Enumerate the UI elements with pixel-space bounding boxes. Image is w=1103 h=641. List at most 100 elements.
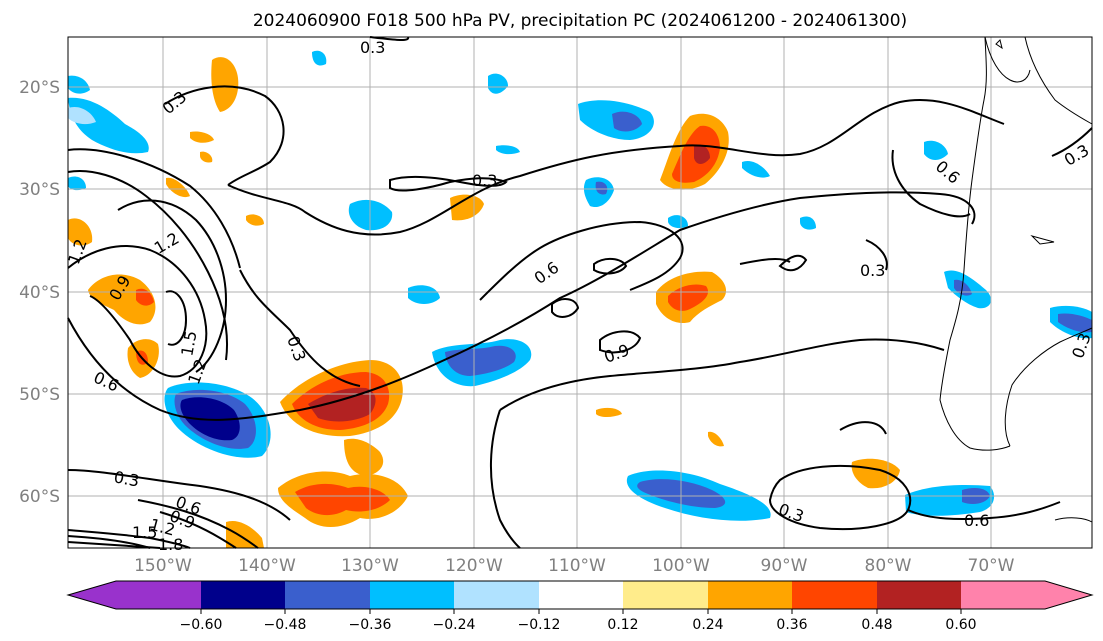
precipitation-shading bbox=[68, 50, 1092, 548]
precip-positive-patch bbox=[166, 177, 190, 198]
precip-positive-patch bbox=[596, 407, 622, 417]
precip-positive-patch bbox=[211, 57, 239, 112]
pv-contour-1.2 bbox=[67, 170, 229, 361]
lat-label: 60°S bbox=[19, 487, 60, 507]
pv-contour-0.6 bbox=[489, 409, 521, 549]
pv-contour-0.3 bbox=[768, 464, 912, 531]
map-panel: 0.3 0.3 0.3 0.3 0.3 0.3 0.3 0.3 0.3 0.6 … bbox=[64, 36, 1095, 554]
colorbar-tick-label: −0.12 bbox=[518, 617, 561, 633]
colorbar-segment bbox=[961, 581, 1045, 609]
pv-contours bbox=[67, 36, 1093, 549]
pv-contour-0.6 bbox=[891, 149, 971, 218]
precip-positive-patch bbox=[190, 131, 214, 143]
colorbar-tick-label: 0.12 bbox=[607, 617, 638, 633]
pv-contour-0.9 bbox=[67, 245, 208, 378]
lat-label: 50°S bbox=[19, 385, 60, 405]
pv-contour-0.6 bbox=[479, 220, 684, 301]
colorbar-segment bbox=[877, 581, 961, 609]
colorbar-segment-high-extension bbox=[1045, 581, 1092, 609]
precip-positive-patch bbox=[226, 520, 264, 548]
precip-negative-patch bbox=[595, 181, 608, 195]
pv-contour-0.3 bbox=[1051, 127, 1093, 157]
colorbar-ticks bbox=[200, 609, 962, 614]
pv-contour-0.9 bbox=[159, 511, 237, 549]
colorbar-tick-label: −0.24 bbox=[433, 617, 476, 633]
colorbar-segment bbox=[116, 581, 201, 609]
contour-label: 1.8 bbox=[158, 535, 183, 554]
precip-negative-patch bbox=[668, 215, 688, 229]
contour-label: 0.3 bbox=[360, 38, 385, 57]
lon-label: 100°W bbox=[652, 556, 710, 576]
colorbar-tick-label: −0.48 bbox=[264, 617, 307, 633]
lon-label: 70°W bbox=[968, 556, 1015, 576]
pv-contour-0.6 bbox=[67, 191, 976, 421]
colorbar-segment-low-extension bbox=[68, 581, 116, 609]
lon-label: 140°W bbox=[238, 556, 296, 576]
contour-label: 0.6 bbox=[964, 511, 989, 530]
precip-negative-patch bbox=[348, 199, 393, 231]
pv-contour-0.6 bbox=[778, 254, 808, 272]
precip-positive-patch bbox=[200, 151, 213, 163]
pv-contour-0.3 bbox=[239, 269, 361, 387]
lon-label: 80°W bbox=[865, 556, 912, 576]
lat-label: 30°S bbox=[19, 180, 60, 200]
precip-negative-patch bbox=[68, 75, 90, 94]
pv-contour-0.3 bbox=[865, 239, 888, 271]
coastline-south-america bbox=[939, 36, 1093, 523]
pv-contour-0.6 bbox=[593, 258, 628, 275]
pv-contour-0.3 bbox=[369, 36, 410, 41]
precip-positive-patch bbox=[708, 431, 724, 447]
latitude-labels: 20°S 30°S 40°S 50°S 60°S bbox=[19, 78, 60, 507]
lon-label: 90°W bbox=[761, 556, 808, 576]
precip-positive-patch bbox=[308, 387, 376, 422]
colorbar-segment bbox=[370, 581, 454, 609]
precip-positive-patch bbox=[295, 483, 390, 516]
precip-negative-patch bbox=[180, 397, 240, 441]
precip-negative-patch bbox=[496, 145, 520, 155]
colorbar-tick-label: 0.24 bbox=[692, 617, 723, 633]
precip-positive-patch bbox=[246, 214, 264, 226]
precip-negative-patch bbox=[612, 111, 642, 132]
colorbar-segment bbox=[539, 581, 623, 609]
pv-contour-1.8 bbox=[67, 541, 161, 549]
pv-contour-0.6 bbox=[499, 338, 945, 411]
precip-negative-patch bbox=[742, 160, 770, 178]
contour-label: 0.3 bbox=[860, 261, 885, 280]
pv-contour-0.6 bbox=[907, 501, 1061, 521]
colorbar: −0.60 −0.48 −0.36 −0.24 −0.12 0.12 0.24 … bbox=[66, 580, 1094, 633]
pv-contour-0.6 bbox=[67, 148, 241, 269]
colorbar-tick-labels: −0.60 −0.48 −0.36 −0.24 −0.12 0.12 0.24 … bbox=[180, 617, 977, 633]
pv-contour-0.3 bbox=[389, 175, 508, 192]
colorbar-tick-label: 0.60 bbox=[945, 617, 976, 633]
precip-positive-patch bbox=[136, 288, 154, 306]
lon-label: 130°W bbox=[341, 556, 399, 576]
contour-label: 0.3 bbox=[472, 171, 497, 190]
precip-positive-patch bbox=[450, 194, 484, 221]
precip-positive-patch bbox=[68, 218, 93, 246]
contour-label: 0.3 bbox=[112, 467, 140, 490]
precip-negative-patch bbox=[924, 140, 948, 160]
colorbar-tick-label: 0.48 bbox=[861, 617, 892, 633]
figure-title: 2024060900 F018 500 hPa PV, precipitatio… bbox=[253, 11, 907, 31]
pv-contour-0.9 bbox=[599, 330, 642, 354]
colorbar-tick-label: −0.36 bbox=[349, 617, 392, 633]
pv-contour-0.6 bbox=[551, 298, 580, 318]
pv-contour-1.2 bbox=[117, 199, 228, 373]
pv-contour-0.6 bbox=[839, 421, 887, 435]
precip-positive-patch bbox=[344, 438, 384, 476]
pv-contour-0.3 bbox=[164, 85, 285, 186]
pv-contour-0.6 bbox=[137, 499, 259, 549]
precip-negative-patch bbox=[488, 73, 508, 94]
precip-negative-patch bbox=[68, 176, 86, 191]
contour-label: 1.5 bbox=[177, 329, 200, 357]
colorbar-segment bbox=[201, 581, 285, 609]
pv-contour-0.3 bbox=[67, 469, 291, 521]
precip-negative-patch bbox=[408, 285, 440, 304]
lon-label: 150°W bbox=[134, 556, 192, 576]
precip-negative-patch bbox=[68, 97, 149, 154]
longitude-labels: 150°W 140°W 130°W 120°W 110°W 100°W 90°W… bbox=[134, 556, 1015, 576]
pv-contour-1.5 bbox=[165, 290, 188, 346]
colorbar-segment bbox=[454, 581, 539, 609]
colorbar-segment bbox=[792, 581, 877, 609]
